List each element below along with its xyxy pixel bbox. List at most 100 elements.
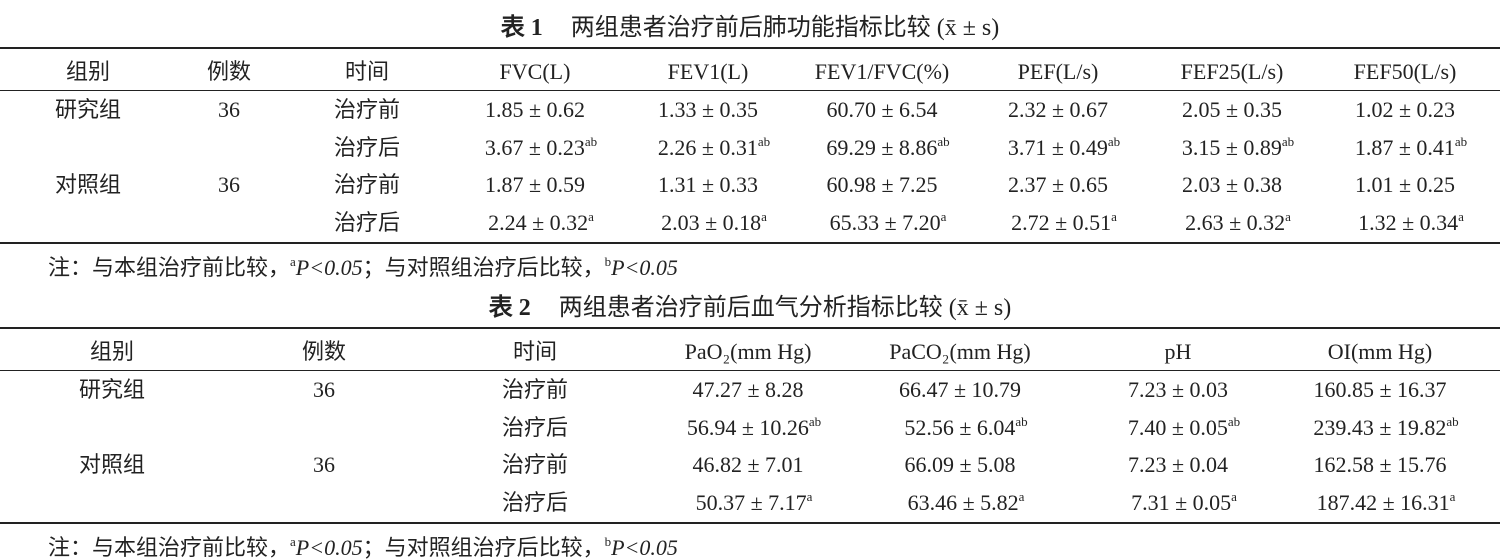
- header-cell: 组别: [65, 59, 111, 84]
- value-text: 52.56 ± 6.04: [904, 414, 1016, 440]
- value-text: 3.67 ± 0.23: [484, 134, 585, 160]
- value-text: 1.01 ± 0.25: [1354, 172, 1456, 198]
- value-cell: 46.82 ± 7.01: [692, 454, 803, 476]
- value-cell: 69.29 ± 8.86ab: [826, 133, 950, 160]
- value-cell: 56.94 ± 10.26ab: [686, 413, 822, 440]
- note-p-value: P<0.05: [611, 255, 678, 280]
- table-title: 表 2 两组患者治疗前后血气分析指标比较 (x̄ ± s): [489, 296, 1012, 320]
- value-superscript: a: [588, 209, 594, 225]
- value-text: 2.63 ± 0.32: [1185, 210, 1286, 236]
- table-title-text: 两组患者治疗前后血气分析指标比较 (x̄ ± s): [558, 295, 1012, 321]
- value-cell: 3.71 ± 0.49ab: [1007, 134, 1120, 160]
- value-text: 63.46 ± 5.82: [907, 490, 1019, 516]
- value-cell: 162.58 ± 15.76: [1313, 454, 1446, 476]
- header-cell: 例数: [301, 339, 347, 364]
- value-text: 65.33 ± 7.20: [829, 210, 941, 236]
- value-cell: 1.02 ± 0.23: [1355, 99, 1455, 121]
- value-superscript: a: [940, 209, 947, 225]
- value-superscript: ab: [757, 133, 771, 149]
- value-text: 160.85 ± 16.37: [1313, 377, 1447, 402]
- value-superscript: ab: [1281, 133, 1295, 149]
- value-superscript: ab: [584, 133, 598, 149]
- value-text: 3.15 ± 0.89: [1181, 134, 1282, 160]
- value-cell: 1.87 ± 0.59: [485, 174, 585, 196]
- time-cell: 治疗前: [333, 172, 401, 198]
- value-cell: 1.32 ± 0.34a: [1358, 210, 1464, 234]
- table-label: 表 2: [488, 295, 531, 321]
- value-cell: 2.37 ± 0.65: [1008, 174, 1108, 196]
- group-count: 36: [313, 377, 335, 402]
- header-cell: OI(mm Hg): [1327, 339, 1433, 364]
- value-superscript: ab: [808, 413, 822, 429]
- table-rule: [0, 90, 1500, 91]
- note-p-value: P<0.05: [295, 255, 363, 280]
- header-cell: FEF50(L/s): [1353, 59, 1457, 84]
- value-text: 66.09 ± 5.08: [904, 452, 1016, 478]
- value-cell: 2.24 ± 0.32a: [488, 209, 594, 236]
- time-cell: 治疗前: [501, 377, 569, 402]
- value-cell: 2.05 ± 0.35: [1182, 99, 1282, 121]
- table-rule: [0, 242, 1500, 244]
- value-superscript: ab: [1227, 413, 1241, 429]
- value-text: 7.23 ± 0.04: [1127, 452, 1229, 478]
- value-text: 2.24 ± 0.32: [488, 210, 589, 236]
- value-text: 1.33 ± 0.35: [657, 97, 759, 122]
- value-cell: 65.33 ± 7.20a: [829, 209, 947, 236]
- value-text: 1.85 ± 0.62: [484, 97, 586, 122]
- value-text: 7.23 ± 0.03: [1127, 377, 1229, 402]
- header-cell: 时间: [512, 339, 558, 364]
- table-rule: [0, 370, 1500, 371]
- group-name: 研究组: [54, 97, 122, 122]
- note-superscript: b: [604, 254, 612, 269]
- value-cell: 1.33 ± 0.35: [658, 99, 758, 121]
- value-cell: 1.01 ± 0.25: [1355, 174, 1455, 196]
- time-cell: 治疗后: [501, 414, 569, 440]
- value-text: 2.32 ± 0.67: [1007, 97, 1109, 122]
- value-cell: 60.70 ± 6.54: [826, 99, 937, 121]
- value-cell: 63.46 ± 5.82a: [907, 490, 1025, 516]
- value-text: 2.37 ± 0.65: [1007, 172, 1109, 198]
- value-text: 50.37 ± 7.17: [695, 490, 807, 516]
- value-cell: 7.40 ± 0.05ab: [1128, 413, 1241, 439]
- value-cell: 2.63 ± 0.32a: [1185, 209, 1291, 236]
- value-superscript: ab: [1454, 133, 1468, 149]
- value-text: 2.26 ± 0.31: [657, 134, 758, 160]
- value-text: 2.05 ± 0.35: [1181, 97, 1283, 122]
- value-superscript: ab: [1015, 413, 1028, 429]
- group-name: 对照组: [54, 172, 122, 198]
- group-name: 研究组: [78, 377, 146, 402]
- note-superscript: a: [290, 534, 296, 549]
- value-cell: 2.03 ± 0.18a: [661, 210, 767, 234]
- value-text: 66.47 ± 10.79: [898, 377, 1022, 402]
- value-superscript: a: [1285, 209, 1291, 225]
- header-cell: PaCO₂(mm Hg): [889, 339, 1031, 364]
- value-cell: 52.56 ± 6.04ab: [904, 413, 1028, 440]
- value-text: 1.31 ± 0.33: [657, 172, 759, 198]
- note-text: ；与对照组治疗后比较，: [362, 535, 605, 560]
- header-cell: FEV1/FVC(%): [814, 59, 950, 84]
- value-superscript: ab: [937, 133, 950, 149]
- value-cell: 60.98 ± 7.25: [826, 174, 937, 196]
- group-count: 36: [218, 172, 240, 198]
- value-text: 69.29 ± 8.86: [826, 134, 938, 160]
- value-cell: 3.67 ± 0.23ab: [484, 133, 598, 160]
- note-p-value: P<0.05: [611, 535, 678, 560]
- value-cell: 1.85 ± 0.62: [485, 99, 585, 121]
- value-text: 7.31 ± 0.05: [1131, 490, 1232, 516]
- value-cell: 187.42 ± 16.31a: [1317, 490, 1456, 514]
- note-superscript: a: [290, 254, 296, 269]
- value-text: 162.58 ± 15.76: [1313, 452, 1447, 478]
- value-cell: 7.23 ± 0.04: [1128, 454, 1228, 476]
- value-cell: 2.26 ± 0.31ab: [657, 133, 771, 160]
- value-cell: 47.27 ± 8.28: [692, 379, 803, 401]
- value-text: 47.27 ± 8.28: [692, 377, 804, 402]
- value-text: 56.94 ± 10.26: [686, 414, 809, 440]
- time-cell: 治疗后: [333, 210, 401, 236]
- value-superscript: a: [1111, 209, 1117, 225]
- time-cell: 治疗后: [501, 490, 569, 516]
- value-text: 2.72 ± 0.51: [1011, 210, 1112, 236]
- value-text: 3.71 ± 0.49: [1007, 134, 1108, 160]
- value-cell: 239.43 ± 19.82ab: [1313, 415, 1458, 439]
- table-rule: [0, 522, 1500, 524]
- value-superscript: a: [806, 489, 813, 505]
